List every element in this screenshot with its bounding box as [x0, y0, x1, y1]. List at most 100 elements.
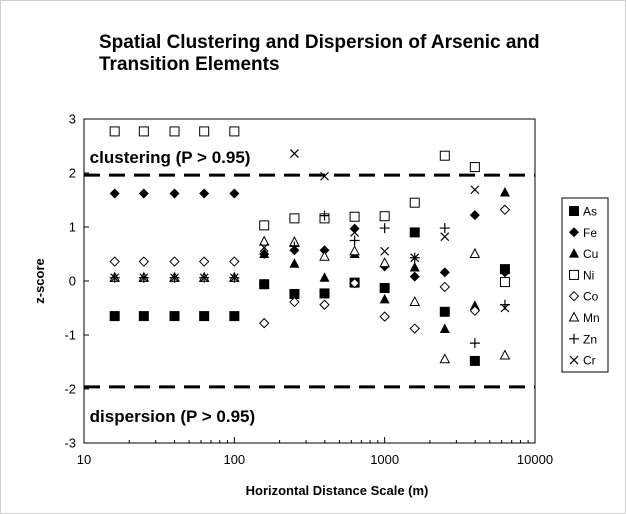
point-mn [258, 235, 270, 246]
legend-label-co: Co [583, 290, 599, 304]
point-as [138, 311, 149, 322]
legend-marker-as [569, 206, 579, 216]
point-co [379, 311, 390, 322]
legend-item-fe: Fe [569, 226, 597, 240]
point-as [199, 311, 210, 322]
point-cu [319, 272, 330, 282]
legend-marker-cu [569, 248, 579, 258]
data-points [109, 126, 511, 366]
point-co [258, 317, 270, 329]
legend-item-cu: Cu [569, 247, 598, 261]
point-as [319, 288, 330, 299]
point-cr [500, 303, 510, 313]
x-tick-label: 100 [223, 452, 245, 467]
point-co [319, 299, 330, 310]
point-as [289, 288, 300, 299]
point-cr [199, 273, 209, 283]
point-zn [289, 241, 300, 252]
legend-label-cr: Cr [583, 354, 596, 368]
series-mn [109, 235, 511, 364]
y-tick-label: 1 [69, 220, 76, 235]
point-ni [109, 126, 120, 137]
chart-title-line-2: Transition Elements [99, 54, 280, 75]
series-co [109, 204, 511, 334]
point-cr [139, 273, 149, 283]
y-tick-label: 3 [69, 112, 76, 127]
point-as [229, 311, 240, 322]
legend-item-as: As [569, 205, 597, 219]
point-ni [499, 277, 510, 288]
point-cr [110, 273, 120, 283]
point-cr [410, 253, 420, 263]
point-cr [320, 171, 329, 181]
legend-box [561, 197, 609, 373]
point-cr [350, 227, 360, 237]
chart-title-line-1: Spatial Clustering and Dispersion of Ars… [99, 32, 540, 53]
legend-marker-ni [569, 269, 579, 280]
point-ni [138, 126, 149, 137]
point-ni [199, 126, 210, 137]
point-ni [379, 211, 390, 222]
point-fe [138, 188, 149, 199]
legend-marker-fe [569, 227, 579, 238]
legend-marker-zn [569, 333, 579, 344]
annotation-dispersion: dispersion (P > 0.95) [90, 407, 256, 426]
point-fe [319, 245, 330, 256]
point-cu [379, 293, 390, 304]
point-cr [229, 273, 239, 283]
point-co [229, 256, 240, 267]
point-fe [199, 188, 210, 199]
point-fe [349, 223, 360, 234]
point-co [349, 277, 360, 289]
point-as [469, 355, 480, 366]
point-ni [469, 162, 480, 173]
series-fe [109, 188, 510, 282]
point-ni [439, 150, 450, 161]
point-mn [499, 349, 511, 360]
series-cr [110, 149, 510, 313]
point-zn [259, 279, 270, 290]
point-co [469, 305, 481, 316]
y-axis-title: z-score [32, 258, 47, 304]
point-as [379, 283, 390, 294]
point-zn [469, 338, 480, 349]
point-co [109, 256, 120, 267]
y-tick-label: 2 [69, 166, 76, 181]
legend-label-ni: Ni [583, 268, 594, 282]
x-tick-label: 1000 [370, 452, 399, 467]
legend-label-as: As [583, 205, 597, 219]
legend-label-fe: Fe [583, 226, 597, 240]
point-cr [289, 149, 299, 158]
point-co [409, 323, 420, 334]
point-cu [259, 248, 270, 258]
point-as [409, 227, 420, 238]
point-mn [409, 295, 421, 307]
point-as [439, 306, 450, 317]
point-as [109, 311, 120, 322]
point-co [289, 296, 300, 308]
point-co [169, 256, 180, 267]
y-axis: -3 -2 -1 0 1 2 3 [64, 112, 89, 451]
point-mn [469, 247, 481, 258]
point-ni [169, 126, 180, 137]
point-co [499, 204, 511, 215]
y-tick-label: 0 [69, 274, 76, 289]
x-tick-label: 10 [77, 452, 91, 467]
legend-item-mn: Mn [568, 311, 600, 325]
point-zn [319, 210, 330, 221]
threshold-lines [84, 173, 535, 389]
x-axis: 10 100 1000 10000 [77, 437, 553, 467]
point-cu [439, 323, 450, 334]
point-fe [109, 188, 120, 199]
point-mn [319, 250, 330, 261]
legend-label-mn: Mn [583, 311, 600, 325]
point-zn [439, 223, 450, 234]
legend-item-cr: Cr [569, 354, 596, 368]
point-fe [439, 267, 450, 278]
legend-marker-cr [569, 355, 579, 365]
point-cr [440, 232, 450, 242]
point-ni [229, 126, 240, 137]
point-mn [439, 353, 451, 364]
